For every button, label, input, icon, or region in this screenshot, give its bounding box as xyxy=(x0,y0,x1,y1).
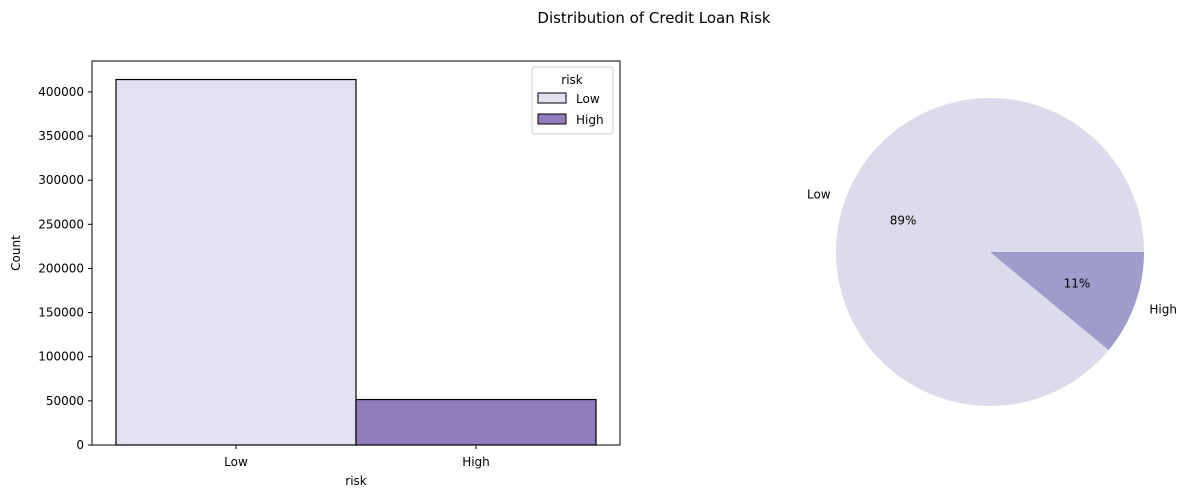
y-tick-label: 50000 xyxy=(46,394,84,408)
pie-slice-high xyxy=(990,252,1144,351)
bar-high xyxy=(355,398,597,446)
pie-chart: Low 89% High 11% xyxy=(807,98,1177,407)
figure-title: Distribution of Credit Loan Risk xyxy=(537,9,771,27)
pie-label-high: High xyxy=(1149,302,1177,316)
legend-swatch-high xyxy=(537,113,567,125)
bar-xticks: Low High xyxy=(224,445,490,469)
y-tick-label: 350000 xyxy=(38,129,84,143)
y-tick-label: 300000 xyxy=(38,173,84,187)
y-tick-label: 100000 xyxy=(38,350,84,364)
legend-title: risk xyxy=(561,73,583,87)
bar-bars xyxy=(115,78,597,446)
y-tick-label: 400000 xyxy=(38,85,84,99)
pie-label-low: Low xyxy=(807,188,831,202)
bar-axes-frame xyxy=(91,60,621,446)
bar-ylabel: Count xyxy=(9,235,23,271)
bar-low xyxy=(115,78,357,446)
y-tick-label: 0 xyxy=(76,438,84,452)
pie-pct-high: 11% xyxy=(1064,276,1091,290)
legend-entry-high: High xyxy=(576,113,604,127)
x-tick-label: High xyxy=(462,455,490,469)
pie-pct-low: 89% xyxy=(890,214,917,228)
bar-chart: Count risk 0 50000 100000 150000 200000 25000… xyxy=(9,60,621,488)
legend-swatch-low xyxy=(537,92,567,104)
y-tick-label: 250000 xyxy=(38,217,84,231)
bar-legend: risk Low High xyxy=(531,66,614,135)
y-tick-label: 150000 xyxy=(38,306,84,320)
bar-yticks: 0 50000 100000 150000 200000 250000 300000 3500… xyxy=(38,85,92,452)
pie-slice-low xyxy=(835,98,1144,407)
x-tick-label: Low xyxy=(224,455,248,469)
y-tick-label: 200000 xyxy=(38,261,84,275)
bar-xlabel: risk xyxy=(345,474,367,488)
legend-entry-low: Low xyxy=(576,92,600,106)
